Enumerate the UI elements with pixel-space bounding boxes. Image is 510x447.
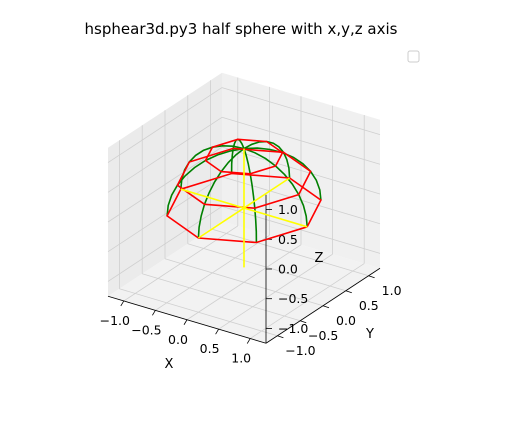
y-tick — [322, 305, 330, 309]
meridian-line — [197, 147, 245, 239]
y-tick-label: −1.0 — [285, 343, 315, 358]
grid-line — [107, 87, 223, 163]
x-tick-label: 0.0 — [168, 332, 188, 347]
y-tick-label: 1.0 — [382, 283, 402, 298]
x-tick — [152, 310, 156, 316]
chart-title: hsphear3d.py3 half sphere with x,y,z axi… — [85, 20, 398, 38]
x-tick-label: 1.0 — [231, 351, 251, 366]
legend-box — [407, 50, 420, 63]
x-tick — [183, 319, 188, 325]
x-tick — [120, 300, 125, 307]
y-axis-label: Y — [365, 327, 374, 342]
x-axis-label: X — [165, 357, 174, 372]
meridian-line — [243, 140, 291, 179]
y-tick — [345, 290, 352, 294]
meridian-line — [243, 148, 258, 243]
tick-labels: −1.0−1.0−1.0−0.5 −0.5−0.50.00.00.00.50.50… — [100, 202, 402, 366]
grid-line — [210, 228, 369, 277]
y-tick — [277, 335, 284, 339]
grid-line — [164, 258, 324, 307]
y-tick-label: −0.5 — [308, 328, 338, 343]
x-tick-label: 0.5 — [200, 341, 220, 356]
grid-line — [187, 243, 346, 292]
meridian-line — [166, 147, 245, 216]
grid-line — [249, 263, 365, 339]
tick-marks — [120, 209, 375, 344]
x-tick — [246, 338, 251, 344]
grid-lines — [107, 77, 381, 339]
meridian-line — [243, 147, 322, 201]
z-axis-label: Z — [315, 251, 324, 266]
z-tick-label: 0.5 — [278, 232, 298, 247]
z-tick-label: −0.5 — [278, 291, 308, 306]
grid-line — [221, 146, 381, 195]
y-tick-label: 0.5 — [359, 298, 379, 313]
grid-line — [218, 253, 333, 330]
x-tick-label: −0.5 — [131, 322, 161, 337]
z-tick-label: −1.0 — [278, 321, 308, 336]
y-tick-label: 0.0 — [336, 313, 356, 328]
x-tick-label: −1.0 — [100, 313, 130, 328]
z-tick-label: 1.0 — [278, 202, 298, 217]
grid-line — [221, 87, 381, 135]
xyz-axis-lines — [180, 148, 308, 268]
x-tick — [215, 328, 219, 335]
latitude-ring — [204, 138, 284, 175]
grid-line — [107, 116, 223, 193]
y-tick — [300, 320, 307, 324]
grid-line — [107, 146, 223, 223]
grid-line — [221, 116, 381, 165]
y-tick — [368, 275, 375, 279]
z-tick-label: 0.0 — [278, 262, 298, 277]
